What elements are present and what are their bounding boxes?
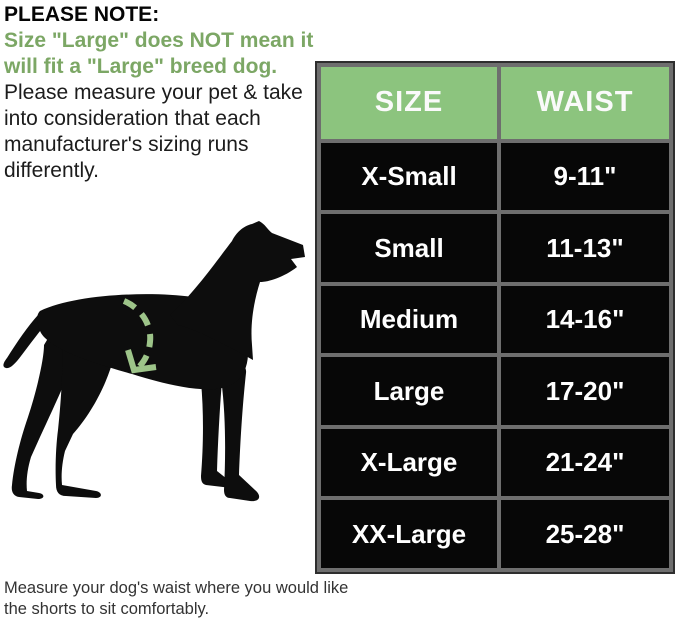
waist-cell: 25-28" [501, 500, 669, 568]
size-cell: Small [321, 214, 497, 282]
table-row: Medium 14-16" [321, 285, 669, 354]
size-cell: X-Large [321, 428, 497, 497]
waist-cell: 11-13" [501, 214, 669, 282]
size-cell: Medium [321, 285, 497, 354]
note-body-line-2: into consideration that each [4, 107, 261, 130]
table-row: Large 17-20" [321, 357, 669, 425]
footer-caption: Measure your dog's waist where you would… [4, 578, 404, 620]
note-highlight-line-2: will fit a "Large" breed dog. [4, 55, 278, 78]
size-table: SIZE WAIST X-Small 9-11" Small 11-13" Me… [315, 61, 675, 574]
size-table-header-row: SIZE WAIST [321, 67, 669, 139]
note-block: PLEASE NOTE: Size "Large" does NOT mean … [4, 2, 316, 184]
header-cell-waist: WAIST [501, 67, 669, 139]
footer-line-1: Measure your dog's waist where you would… [4, 579, 349, 597]
note-title: PLEASE NOTE: [4, 3, 160, 26]
waist-cell: 14-16" [501, 285, 669, 354]
waist-cell: 17-20" [501, 357, 669, 425]
waist-cell: 9-11" [501, 142, 669, 211]
header-cell-size: SIZE [321, 67, 497, 139]
note-body-line-1: Please measure your pet & take [4, 81, 303, 104]
dog-front-leg-near-shape [218, 355, 260, 502]
footer-line-2: the shorts to sit comfortably. [4, 600, 210, 618]
note-body-line-4: differently. [4, 159, 99, 182]
table-row: X-Large 21-24" [321, 428, 669, 497]
size-cell: X-Small [321, 142, 497, 211]
table-row: XX-Large 25-28" [321, 500, 669, 568]
waist-measure-arrowhead [125, 349, 157, 374]
size-cell: XX-Large [321, 500, 497, 568]
dog-tail-shape [3, 315, 49, 369]
dog-silhouette-illustration [3, 221, 305, 502]
waist-measure-dashed-arc [122, 298, 154, 371]
waist-cell: 21-24" [501, 428, 669, 497]
note-highlight-line-1: Size "Large" does NOT mean it [4, 29, 314, 52]
table-row: X-Small 9-11" [321, 142, 669, 211]
size-cell: Large [321, 357, 497, 425]
dog-head-shape [170, 221, 305, 360]
dog-hind-leg-near-shape [55, 341, 114, 498]
note-body-line-3: manufacturer's sizing runs [4, 133, 249, 156]
table-row: Small 11-13" [321, 214, 669, 282]
